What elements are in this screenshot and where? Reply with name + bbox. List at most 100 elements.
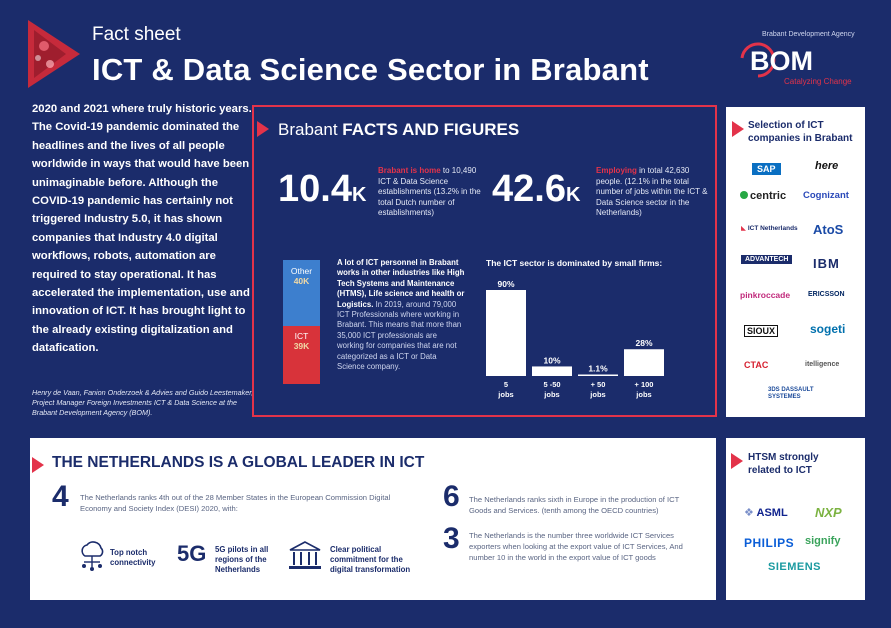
htsm-panel [726,438,865,600]
logo-centric-text: centric [750,190,787,202]
bom-logo: BOM [740,42,813,78]
firms-category-4-line-2: jobs [635,390,651,399]
personnel-bold: A lot of ICT personnel in Brabant works … [337,258,465,309]
logo-here: here [815,160,839,172]
rank-3-number: 3 [443,522,460,555]
asml-mark-icon: ❖ [744,507,754,519]
global-leader-panel [30,438,716,600]
split-ict-caption: ICT 39K [283,331,320,351]
stat-establishments: 10.4K [278,168,366,211]
personnel-text: In 2019, around 79,000 ICT Professionals… [337,299,462,372]
facts-title: Brabant FACTS AND FIGURES [278,120,519,140]
stat-establishments-text: Brabant is home to 10,490 ICT & Data Sci… [378,166,488,219]
stat-employment-desc: in total 42,630 people. (12.1% in the to… [596,166,708,218]
htsm-arrow-icon [731,453,743,469]
firms-bar-label-3: 1.1% [588,364,608,374]
logo-ict-nl-text: ICT Netherlands [747,225,798,232]
firms-bar-2 [532,366,572,376]
facts-arrow-icon [257,121,269,137]
logo-advantech: ADVANTECH [741,255,793,264]
firms-category-3-line-2: jobs [589,390,605,399]
author-credit: Henry de Vaan, Fanion Onderzoek & Advies… [32,388,254,417]
split-ict-label: ICT [294,331,309,341]
htsm-title: HTSM strongly related to ICT [748,452,819,476]
firms-bar-label-2: 10% [543,355,560,365]
companies-title: Selection of ICT companies in Brabant [748,120,853,144]
facts-title-bold: FACTS AND FIGURES [342,120,520,139]
firms-bar-4 [624,349,664,376]
companies-arrow-icon [732,121,744,137]
logo-cognizant: Cognizant [803,190,849,201]
bom-agency-name: Brabant Development Agency [762,31,855,38]
centric-dot-icon [740,191,748,199]
page-title: ICT & Data Science Sector in Brabant [92,52,649,87]
rank-4-text: The Netherlands ranks 4th out of the 28 … [80,493,391,513]
logo-philips: PHILIPS [744,536,795,550]
split-other-caption: Other 40K [283,266,320,286]
logo-asml: ❖ ASML [744,506,788,519]
stat-employment-highlight: Employing [596,166,637,175]
stat-establishments-desc: to 10,490 ICT & Data Science establishme… [378,166,481,218]
logo-ctac: CTAC [744,360,769,370]
ict-nl-mark-icon: ◣ [741,225,746,232]
logo-itelligence: itelligence [805,361,840,368]
global-title: THE NETHERLANDS IS A GLOBAL LEADER IN IC… [52,454,425,471]
global-arrow-icon [32,457,44,473]
facts-panel [252,105,717,417]
stat-employment-value: 42.6 [492,168,566,210]
logo-ibm: IBM [813,256,840,271]
logo-pinkroccade: pinkroccade [740,290,791,300]
logo-sogeti: sogeti [810,322,846,336]
brabant-triangle-logo [28,20,80,88]
stat-employment-unit: K [565,184,581,206]
logo-dassault: 3DS DASSAULT SYSTEMES [768,387,814,400]
stat-employment-text: Employing in total 42,630 people. (12.1%… [596,166,708,219]
logo-sap: SAP [752,163,781,175]
logo-signify: signify [805,535,841,547]
logo-asml-text: ASML [756,507,788,519]
firms-bar-label-4: 28% [635,338,652,348]
rank-6-text: The Netherlands ranks sixth in Europe in… [469,495,680,515]
rank-3-text: The Netherlands is the number three worl… [469,531,683,562]
firms-bar-3 [578,374,618,376]
personnel-paragraph: A lot of ICT personnel in Brabant works … [337,258,465,372]
feature-political-commitment: Clear political commitment for the digit… [330,545,411,574]
cloud-network-icon [81,541,104,571]
firms-bar-1 [486,290,526,376]
firms-category-1-line-2: jobs [497,390,513,399]
stat-establishments-value: 10.4 [278,168,352,210]
split-bar-other [283,260,320,326]
rank-4-number: 4 [52,480,69,513]
firms-category-4-line-1: + 100 [635,380,654,389]
stat-establishments-highlight: Brabant is home [378,166,441,175]
firms-category-2-line-1: 5 -50 [543,380,560,389]
split-ict-value: 39K [293,341,310,351]
logo-ericsson: ERICSSON [808,291,845,298]
logo-centric: centric [740,190,786,202]
intro-paragraph: 2020 and 2021 where truly historic years… [32,103,252,355]
logo-nxp: NXP [815,505,842,520]
stat-establishments-unit: K [351,184,367,206]
split-bar-ict [283,326,320,384]
feature-connectivity: Top notch connectivity [110,548,156,567]
government-building-icon [289,541,321,569]
facts-title-prefix: Brabant [278,120,338,139]
stat-employment: 42.6K [492,168,580,211]
logo-atos: AtoS [813,222,844,237]
split-other-label: Other [290,266,313,276]
firms-category-2-line-2: jobs [543,390,559,399]
firms-category-3-line-1: + 50 [591,380,606,389]
feature-5g-pilots: 5G pilots in all regions of the Netherla… [215,545,269,574]
logo-siemens: SIEMENS [768,561,822,573]
split-other-value: 40K [293,276,310,286]
5g-icon: 5G [177,541,207,566]
firms-chart-title: The ICT sector is dominated by small fir… [486,258,663,268]
logo-sioux: SIOUX [744,325,779,337]
eyebrow-text: Fact sheet [92,24,181,45]
logo-ict-netherlands: ◣ ICT Netherlands [741,224,798,232]
firms-bar-label-1: 90% [497,279,514,289]
firms-category-1-line-1: 5 [504,380,508,389]
bom-logo-text: BOM [750,46,813,76]
rank-6-number: 6 [443,480,460,513]
